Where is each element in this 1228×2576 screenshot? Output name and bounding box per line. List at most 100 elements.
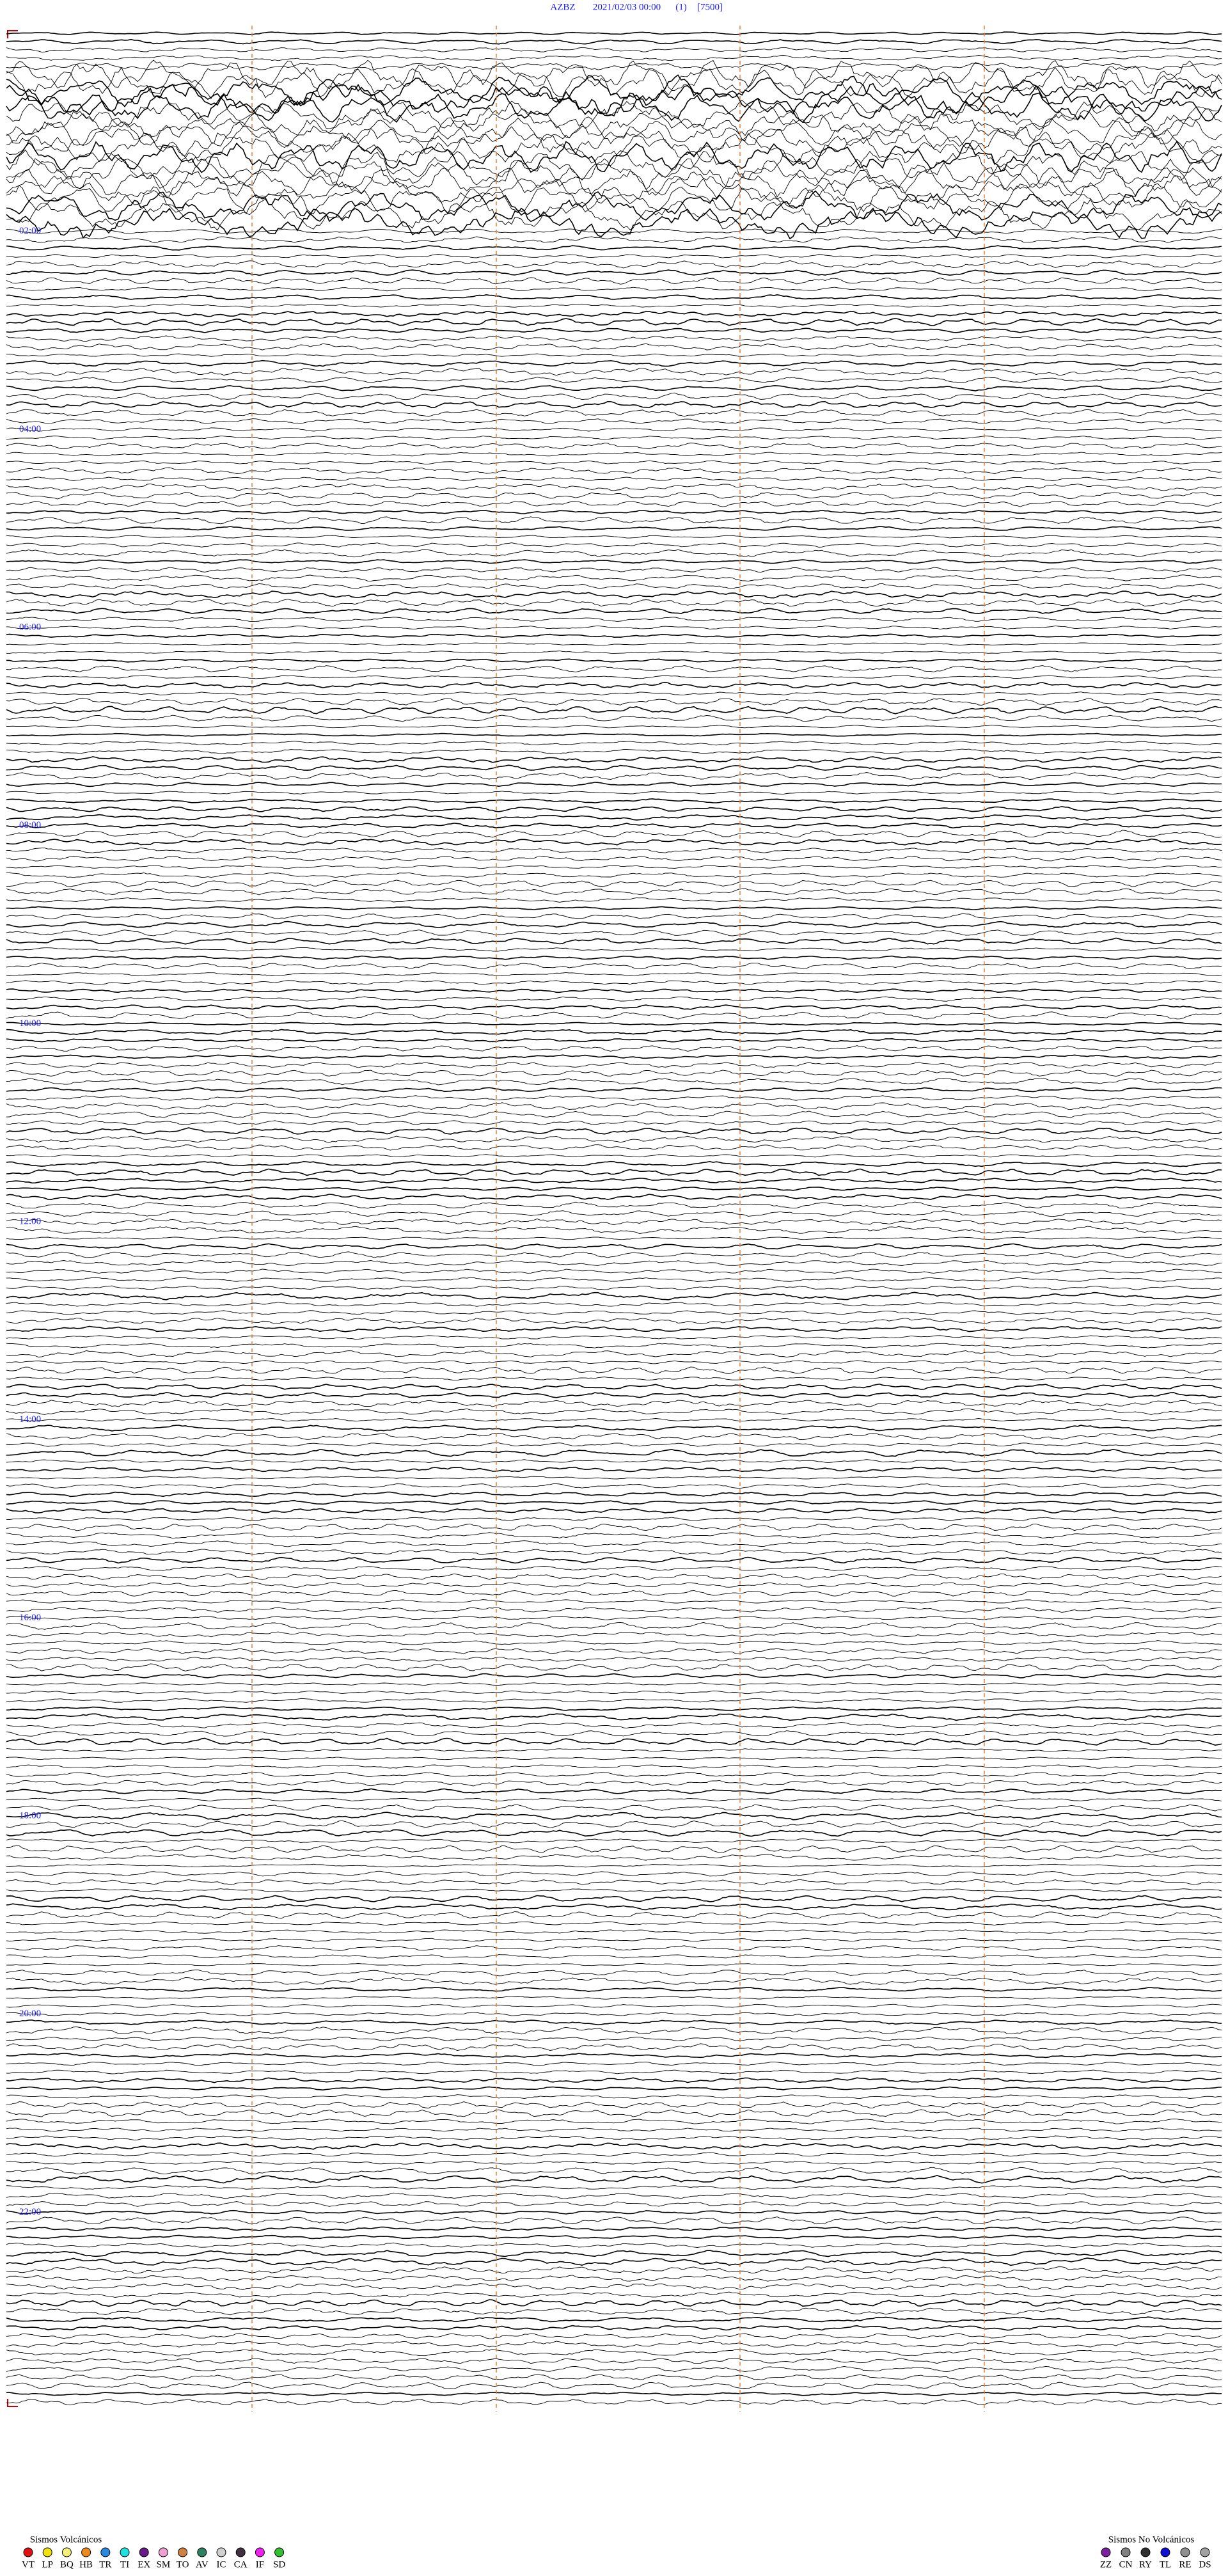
trace (6, 1168, 1222, 1176)
trace (6, 1160, 1222, 1167)
legend-marker (1121, 2547, 1131, 2557)
time-label: 04:00 (19, 424, 41, 434)
trace (6, 353, 1222, 357)
trace (6, 1549, 1222, 1555)
trace (6, 1540, 1222, 1547)
trace (6, 198, 1222, 231)
trace (6, 2257, 1222, 2266)
trace (6, 855, 1222, 862)
trace (6, 715, 1222, 722)
trace (6, 277, 1222, 285)
trace (6, 1970, 1222, 1977)
legend-code: BQ (60, 2559, 74, 2570)
trace (6, 207, 1222, 240)
trace (6, 1459, 1222, 1464)
trace (6, 1418, 1222, 1422)
trace (6, 1573, 1222, 1580)
trace (6, 460, 1222, 465)
legend-code: AV (196, 2559, 209, 2570)
trace (6, 1963, 1222, 1966)
trace (6, 1343, 1222, 1348)
trace (6, 1854, 1222, 1861)
trace (6, 228, 1222, 234)
trace (6, 491, 1222, 500)
trace (6, 1606, 1222, 1613)
trace (6, 625, 1222, 630)
trace (6, 764, 1222, 771)
legend-code: TL (1160, 2559, 1171, 2570)
legend-code: VT (22, 2559, 35, 2570)
trace (6, 1268, 1222, 1274)
trace (6, 47, 1222, 52)
trace (6, 1722, 1222, 1729)
trace (6, 2234, 1222, 2240)
time-label: 22:00 (19, 2207, 41, 2217)
time-label: 02:00 (19, 226, 41, 236)
trace (6, 2052, 1222, 2058)
trace (6, 62, 1222, 70)
trace (6, 1977, 1222, 1985)
trace (6, 1690, 1222, 1695)
legend-code: DS (1199, 2559, 1211, 2570)
trace (6, 906, 1222, 910)
trace (6, 1061, 1222, 1069)
trace (6, 436, 1222, 440)
trace (6, 245, 1222, 251)
legend-marker (235, 2547, 246, 2557)
trace (6, 483, 1222, 491)
legend-code: TR (99, 2559, 111, 2570)
trace (6, 590, 1222, 599)
trace (6, 1986, 1222, 1993)
trace (6, 748, 1222, 754)
hour-guides (251, 26, 985, 2412)
trace (6, 360, 1222, 367)
trace (6, 675, 1222, 679)
legend-marker (23, 2547, 33, 2557)
trace (6, 2316, 1222, 2323)
trace (6, 1590, 1222, 1597)
trace (6, 2167, 1222, 2174)
trace (6, 1120, 1222, 1125)
trace (6, 1218, 1222, 1226)
trace (6, 260, 1222, 269)
legend-marker (1140, 2547, 1151, 2557)
trace (6, 1302, 1222, 1307)
trace (6, 2192, 1222, 2199)
trace (6, 1177, 1222, 1184)
trace (6, 2333, 1222, 2339)
trace (6, 2201, 1222, 2207)
trace (6, 1366, 1222, 1374)
trace (6, 31, 1222, 35)
trace (6, 814, 1222, 821)
trace (6, 2174, 1222, 2184)
trace (6, 2119, 1222, 2124)
trace (6, 838, 1222, 846)
trace (6, 1838, 1222, 1844)
legend-marker (100, 2547, 111, 2557)
trace (6, 996, 1222, 1002)
trace (6, 2282, 1222, 2290)
trace (6, 1335, 1222, 1339)
trace (6, 806, 1222, 812)
scale: [7500] (697, 2, 723, 12)
trace (6, 1870, 1222, 1877)
trace (6, 1507, 1222, 1513)
trace (6, 1070, 1222, 1077)
trace (6, 1517, 1222, 1521)
trace (6, 1565, 1222, 1571)
legend-marker (1101, 2547, 1111, 2557)
time-label: 16:00 (19, 1613, 41, 1623)
trace (6, 535, 1222, 539)
time-label: 10:00 (19, 1018, 41, 1029)
trace (6, 830, 1222, 838)
trace (6, 1938, 1222, 1942)
trace (6, 2242, 1222, 2248)
trace (6, 559, 1222, 564)
trace (6, 962, 1222, 970)
trace (6, 1737, 1222, 1746)
trace (6, 2128, 1222, 2132)
trace (6, 287, 1222, 292)
trace (6, 988, 1222, 993)
trace (6, 1622, 1222, 1630)
trace (6, 157, 1222, 190)
